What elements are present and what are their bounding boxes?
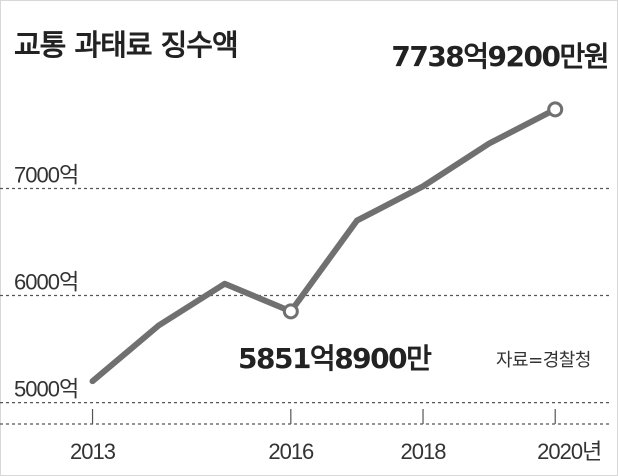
x-tick-label: 2020년: [537, 439, 601, 464]
x-tick-label: 2013: [70, 439, 116, 464]
data-point-marker: [282, 303, 299, 320]
x-tick-label: 2016: [268, 439, 314, 464]
data-label: 5851억8900만: [238, 342, 432, 375]
y-tick-label: 6000억: [14, 270, 78, 295]
source-note: 자료=경찰청: [496, 350, 591, 371]
y-tick-label: 7000억: [14, 162, 78, 187]
data-label: 7738억9200만원: [391, 40, 608, 73]
chart-title: 교통 과태료 징수액: [14, 28, 239, 62]
data-point-marker: [547, 101, 564, 118]
y-tick-label: 5000억: [14, 377, 78, 402]
x-tick-label: 2018: [401, 439, 447, 464]
series-line: [89, 106, 559, 385]
